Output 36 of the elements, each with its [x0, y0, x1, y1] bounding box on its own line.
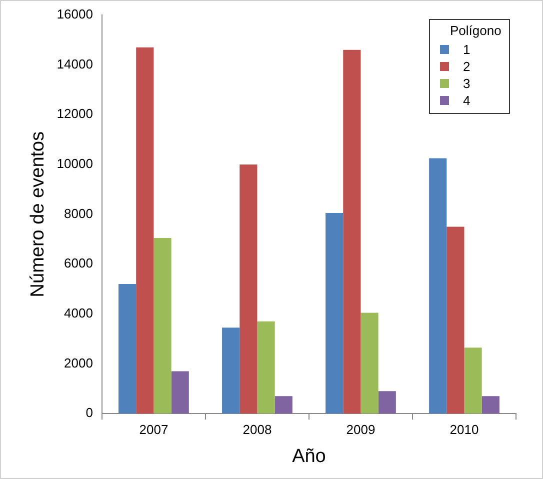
x-tick-label: 2010: [450, 422, 479, 437]
x-tick-label: 2008: [242, 422, 272, 437]
y-tick-label: 6000: [64, 256, 93, 271]
y-tick-label: 14000: [56, 56, 93, 72]
bar: [171, 371, 189, 414]
bar: [240, 164, 258, 414]
y-tick-label: 0: [86, 405, 93, 420]
bar: [222, 328, 240, 414]
legend-label: 1: [463, 42, 470, 57]
x-axis-title: Año: [292, 446, 326, 467]
bar: [257, 321, 275, 414]
bar: [136, 47, 154, 414]
bar: [446, 226, 464, 414]
x-tick-label: 2009: [346, 422, 376, 437]
y-tick-label: 10000: [56, 156, 93, 172]
bar: [378, 391, 396, 414]
legend-label: 4: [463, 93, 470, 108]
bar: [464, 348, 482, 414]
y-tick-label: 12000: [56, 106, 93, 122]
x-tick-label: 2007: [139, 422, 168, 437]
bar: [482, 396, 500, 414]
bar: [429, 158, 447, 414]
y-tick-label: 2000: [64, 355, 93, 370]
y-axis-title: Número de eventos: [28, 131, 49, 298]
bar: [360, 312, 378, 414]
bar: [118, 284, 136, 414]
bar: [326, 213, 344, 414]
legend-label: 3: [463, 76, 470, 91]
y-tick-label: 8000: [64, 206, 93, 221]
bar: [274, 396, 292, 414]
legend-title: Polígono: [450, 23, 502, 38]
y-tick-label: 4000: [64, 306, 93, 321]
legend-label: 2: [463, 59, 470, 74]
bar: [343, 50, 361, 414]
y-tick-label: 16000: [56, 6, 93, 22]
bar: [154, 238, 172, 414]
